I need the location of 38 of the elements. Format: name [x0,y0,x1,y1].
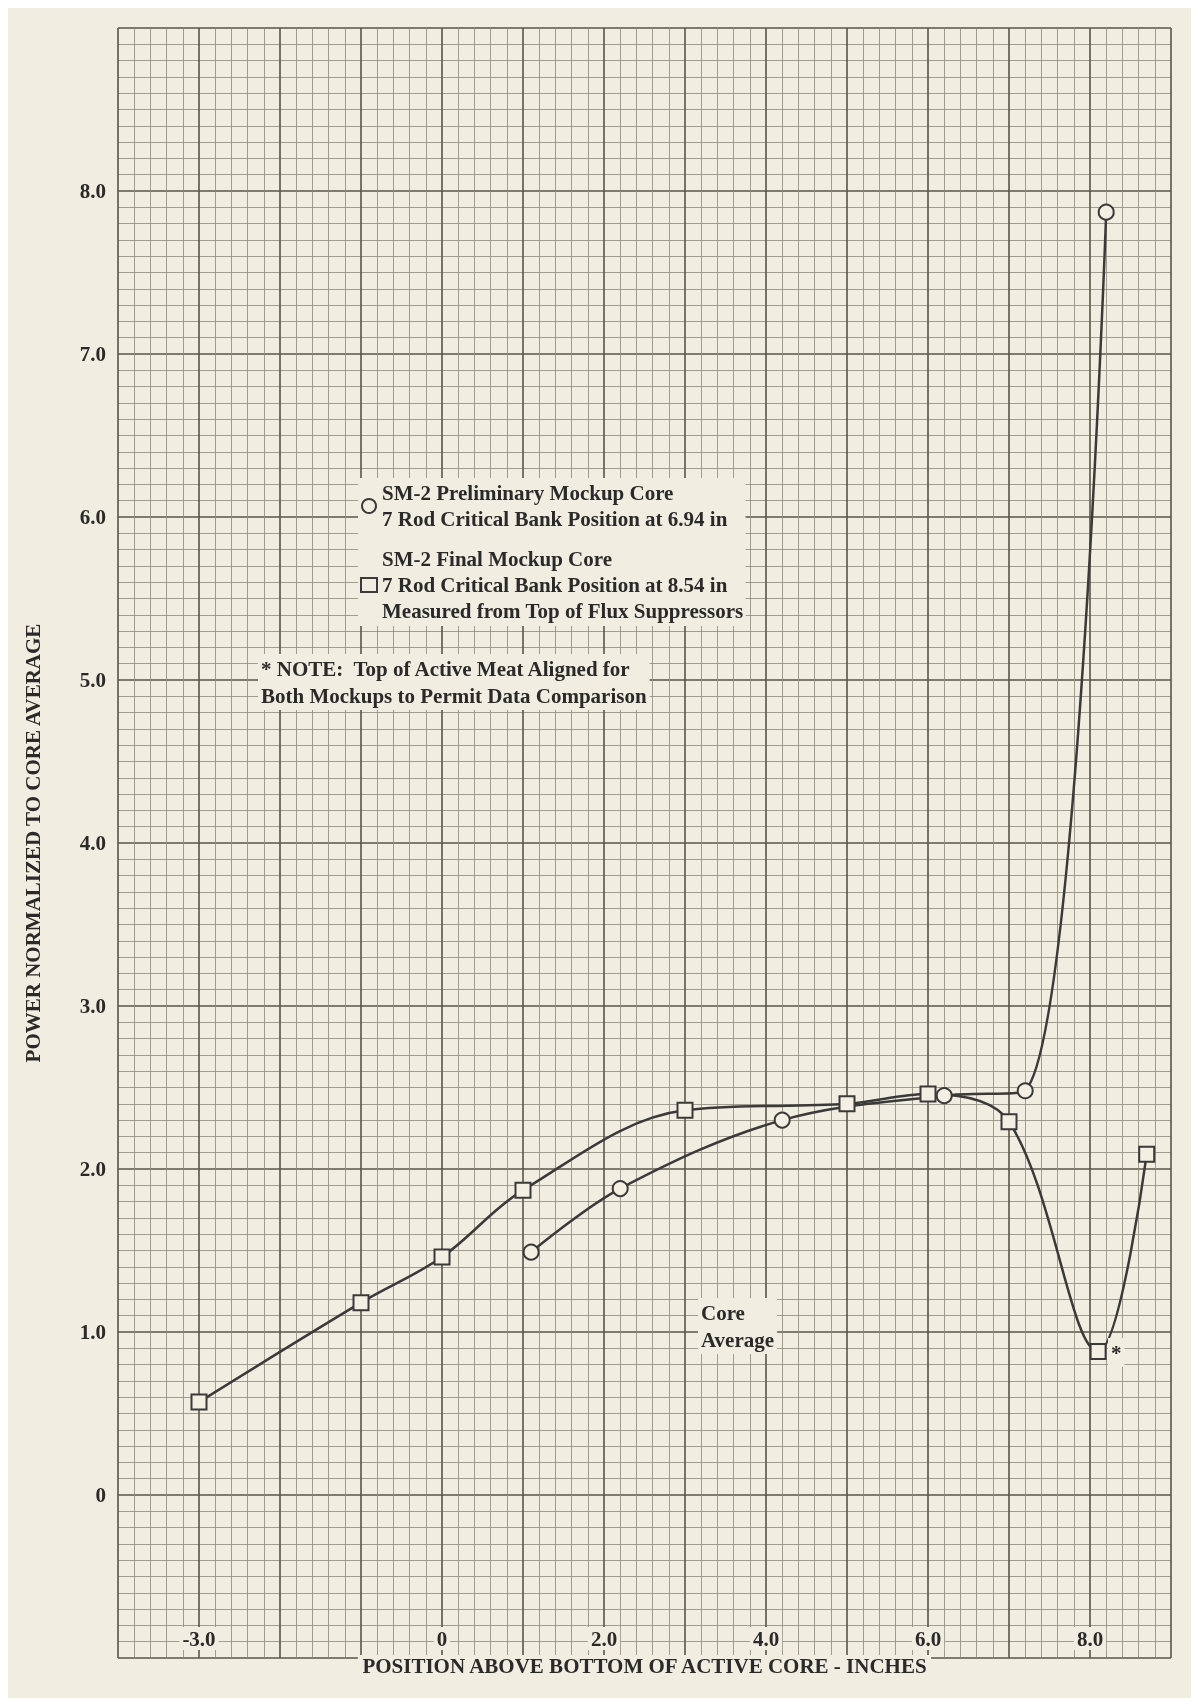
point [1097,203,1115,221]
y-tick-label: 5.0 [79,668,106,692]
point [352,1294,370,1312]
annotation: * [1111,1340,1122,1365]
x-tick-label: 0 [436,1626,448,1651]
y-tick-label: 6.0 [79,505,106,529]
x-tick-label: -3.0 [182,1626,216,1651]
x-tick-label: 2.0 [590,1626,618,1651]
y-tick-label: 1.0 [79,1320,106,1344]
point [1016,1082,1034,1100]
annotation: Core Average [701,1300,775,1352]
point [838,1095,856,1113]
x-tick-label: 8.0 [1076,1626,1104,1651]
point [773,1111,791,1129]
point [919,1085,937,1103]
y-tick-label: 0 [95,1483,106,1507]
y-axis-title: POWER NORMALIZED TO CORE AVERAGE [20,623,45,1063]
point [1000,1113,1018,1131]
y-tick-label: 7.0 [79,342,106,366]
point [676,1101,694,1119]
point [190,1393,208,1411]
y-tick-label: 8.0 [79,179,106,203]
point [514,1181,532,1199]
point [1138,1145,1156,1163]
point [1089,1343,1107,1361]
y-tick-label: 4.0 [79,831,106,855]
point [935,1087,953,1105]
point [522,1243,540,1261]
y-tick-label: 2.0 [79,1157,106,1181]
y-tick-label: 3.0 [79,994,106,1018]
point [433,1248,451,1266]
legend-label: SM-2 Preliminary Mockup Core 7 Rod Critical Bank Position at 6.94 in [382,481,728,531]
x-tick-label: 4.0 [752,1626,780,1651]
x-tick-label: 6.0 [914,1626,942,1651]
x-axis-title: POSITION ABOVE BOTTOM OF ACTIVE CORE - INCHES [362,1654,927,1679]
legend-label: SM-2 Final Mockup Core 7 Rod Critical Bank Position at 8.54 in Measured from Top of Flux Suppressors [382,547,744,623]
point [611,1180,629,1198]
annotation: * NOTE: Top of Active Meat Aligned for Both Mockups to Permit Data Comparison [261,656,647,708]
